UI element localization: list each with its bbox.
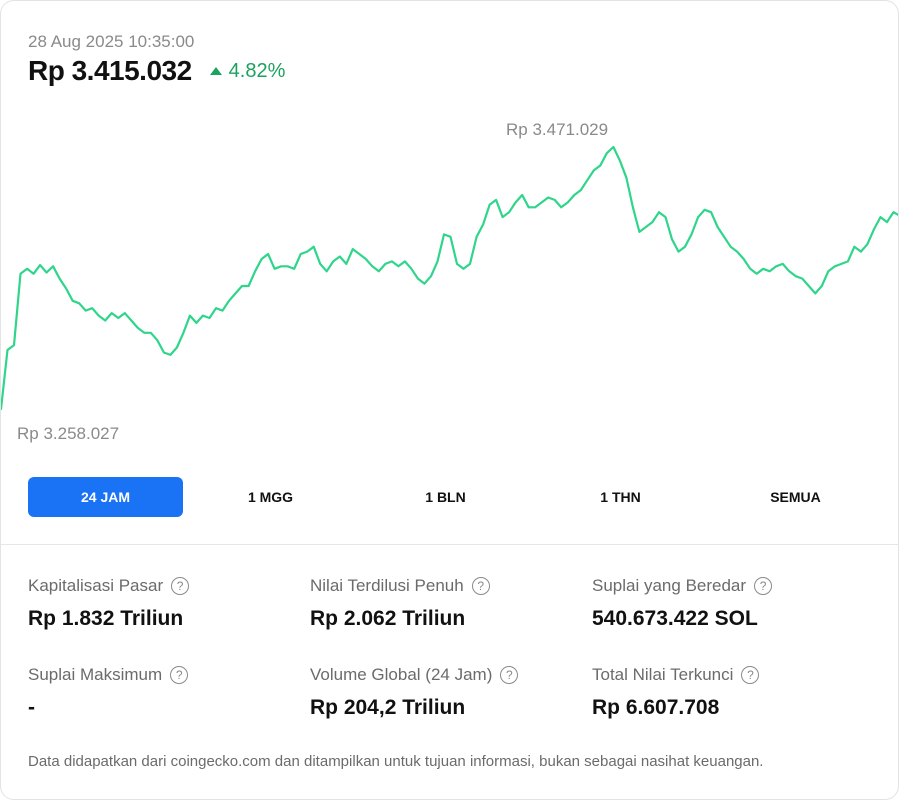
stat-circulating-supply: Suplai yang Beredar? 540.673.422 SOL (592, 576, 872, 631)
tab-1-thn[interactable]: 1 THN (600, 489, 641, 505)
stat-global-volume: Volume Global (24 Jam)? Rp 204,2 Triliun (310, 665, 590, 720)
chart-low-label: Rp 3.258.027 (17, 424, 119, 443)
price-change: 4.82% (209, 59, 286, 83)
stat-total-value-locked: Total Nilai Terkunci? Rp 6.607.708 (592, 665, 872, 720)
tab-semua[interactable]: SEMUA (770, 489, 821, 505)
tab-24-jam[interactable]: 24 JAM (28, 477, 183, 517)
stat-value: Rp 6.607.708 (592, 696, 720, 719)
stat-label: Volume Global (24 Jam) (310, 665, 493, 684)
question-circle-icon[interactable]: ? (754, 577, 773, 595)
question-circle-icon[interactable]: ? (741, 666, 760, 684)
stat-value: Rp 204,2 Triliun (310, 696, 466, 719)
stat-label: Suplai yang Beredar (592, 576, 747, 595)
question-circle-icon[interactable]: ? (170, 666, 189, 684)
tab-1-bln[interactable]: 1 BLN (425, 489, 466, 505)
stat-fully-diluted: Nilai Terdilusi Penuh? Rp 2.062 Triliun (310, 576, 590, 631)
arrow-up-icon (209, 67, 222, 75)
timestamp: 28 Aug 2025 10:35:00 (28, 32, 195, 51)
price-line (1, 145, 898, 411)
price-chart: Rp 3.471.029 Rp 3.258.027 (1, 120, 898, 443)
stat-value: Rp 1.832 Triliun (28, 607, 184, 630)
price-change-value: 4.82% (228, 59, 286, 82)
stat-label: Kapitalisasi Pasar (28, 576, 164, 595)
tab-1-mgg[interactable]: 1 MGG (247, 489, 294, 505)
current-price: Rp 3.415.032 (28, 55, 192, 86)
question-circle-icon[interactable]: ? (471, 577, 490, 595)
disclaimer: Data didapatkan dari coingecko.com dan d… (28, 753, 764, 770)
stat-value: 540.673.422 SOL (592, 607, 758, 630)
chart-high-label: Rp 3.471.029 (506, 120, 608, 139)
stat-label: Nilai Terdilusi Penuh (310, 576, 464, 595)
stat-value: Rp 2.062 Triliun (310, 607, 466, 630)
divider (1, 544, 898, 545)
stat-max-supply: Suplai Maksimum? - (28, 665, 308, 720)
timeframe-tabs: 24 JAM 1 MGG 1 BLN 1 THN SEMUA (28, 477, 883, 517)
stat-value: - (28, 696, 35, 719)
question-circle-icon[interactable]: ? (500, 666, 519, 684)
price-row: Rp 3.415.032 4.82% (28, 55, 285, 87)
stat-market-cap: Kapitalisasi Pasar? Rp 1.832 Triliun (28, 576, 308, 631)
stat-label: Suplai Maksimum (28, 665, 163, 684)
stat-label: Total Nilai Terkunci (592, 665, 734, 684)
question-circle-icon[interactable]: ? (171, 577, 190, 595)
